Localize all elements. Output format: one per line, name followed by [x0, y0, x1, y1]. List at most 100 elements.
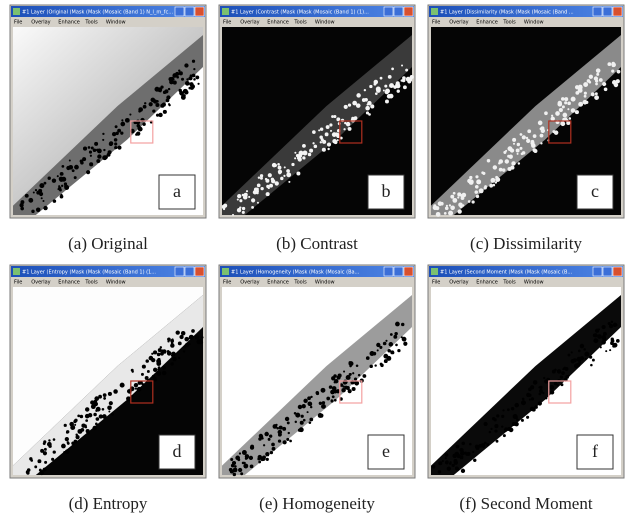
image-speckle	[366, 111, 369, 114]
image-speckle	[307, 396, 311, 400]
image-speckle	[560, 376, 562, 378]
image-speckle	[298, 405, 302, 409]
image-speckle	[115, 125, 118, 128]
image-speckle	[532, 148, 536, 152]
image-speckle	[245, 456, 248, 459]
image-speckle	[605, 350, 607, 352]
image-speckle	[471, 200, 474, 203]
image-speckle	[446, 205, 448, 207]
image-speckle	[457, 192, 461, 196]
image-speckle	[160, 346, 162, 348]
image-speckle	[256, 188, 259, 191]
image-speckle	[91, 404, 96, 409]
image-speckle	[61, 177, 66, 182]
image-speckle	[120, 383, 125, 388]
image-speckle	[503, 434, 506, 437]
image-speckle	[589, 75, 593, 79]
image-speckle	[61, 185, 63, 187]
image-speckle	[248, 196, 250, 198]
image-speckle	[39, 183, 44, 188]
image-speckle	[616, 339, 620, 343]
image-speckle	[510, 166, 514, 170]
image-speckle	[403, 342, 407, 346]
image-speckle	[444, 212, 447, 215]
image-speckle	[43, 451, 47, 455]
image-speckle	[369, 85, 372, 88]
window-icon	[431, 268, 438, 275]
menu-item: Enhance	[58, 280, 80, 286]
image-speckle	[397, 89, 400, 92]
menu-item: File	[223, 20, 231, 26]
image-speckle	[326, 125, 330, 129]
image-speckle	[352, 387, 356, 391]
image-speckle	[155, 103, 159, 107]
image-speckle	[285, 417, 289, 421]
image-speckle	[495, 176, 498, 179]
image-speckle	[28, 198, 33, 203]
image-speckle	[517, 143, 520, 146]
image-speckle	[445, 453, 449, 457]
image-speckle	[493, 165, 497, 169]
image-speckle	[113, 389, 118, 394]
image-speckle	[499, 168, 503, 172]
image-speckle	[555, 111, 560, 116]
image-speckle	[198, 339, 201, 342]
window-icon	[13, 8, 20, 15]
image-speckle	[44, 182, 47, 185]
window-icon	[222, 268, 229, 275]
image-speckle	[95, 410, 97, 412]
image-speckle	[278, 166, 282, 170]
image-speckle	[242, 450, 247, 455]
image-speckle	[109, 401, 113, 405]
image-speckle	[186, 78, 188, 80]
image-speckle	[195, 335, 200, 340]
image-speckle	[163, 110, 167, 114]
image-speckle	[154, 87, 159, 92]
image-speckle	[531, 143, 536, 148]
image-speckle	[450, 195, 454, 199]
image-speckle	[114, 138, 118, 142]
image-speckle	[452, 464, 455, 467]
image-speckle	[542, 392, 544, 394]
image-speckle	[152, 375, 155, 378]
menu-item: Window	[524, 280, 544, 286]
image-speckle	[593, 338, 598, 343]
image-speckle	[251, 198, 255, 202]
image-speckle	[102, 133, 104, 135]
image-speckle	[288, 432, 290, 434]
image-speckle	[528, 394, 531, 397]
image-speckle	[366, 356, 370, 360]
image-speckle	[250, 464, 254, 468]
image-speckle	[565, 375, 569, 379]
image-speckle	[391, 68, 394, 71]
image-speckle	[232, 214, 234, 216]
image-speckle	[258, 437, 262, 441]
image-speckle	[578, 361, 581, 364]
image-speckle	[162, 102, 166, 106]
image-speckle	[74, 176, 77, 179]
image-speckle	[249, 456, 253, 460]
image-speckle	[448, 211, 453, 216]
image: c	[431, 27, 621, 217]
image-speckle	[191, 329, 195, 333]
image-speckle	[237, 458, 240, 461]
image-speckle	[364, 89, 366, 91]
image-speckle	[146, 359, 149, 362]
image-speckle	[346, 375, 351, 380]
image-speckle	[564, 101, 567, 104]
image-speckle	[93, 426, 97, 430]
image-speckle	[585, 101, 588, 104]
image-speckle	[142, 365, 146, 369]
image-speckle	[158, 348, 162, 352]
image-speckle	[65, 449, 70, 454]
image-speckle	[348, 389, 352, 393]
image-speckle	[544, 379, 548, 383]
image-speckle	[476, 179, 481, 184]
window-button	[404, 7, 413, 16]
image-speckle	[167, 340, 169, 342]
image-speckle	[95, 423, 98, 426]
image-speckle	[585, 358, 587, 360]
image-speckle	[197, 83, 199, 85]
image-speckle	[540, 128, 543, 131]
image-speckle	[189, 82, 193, 86]
